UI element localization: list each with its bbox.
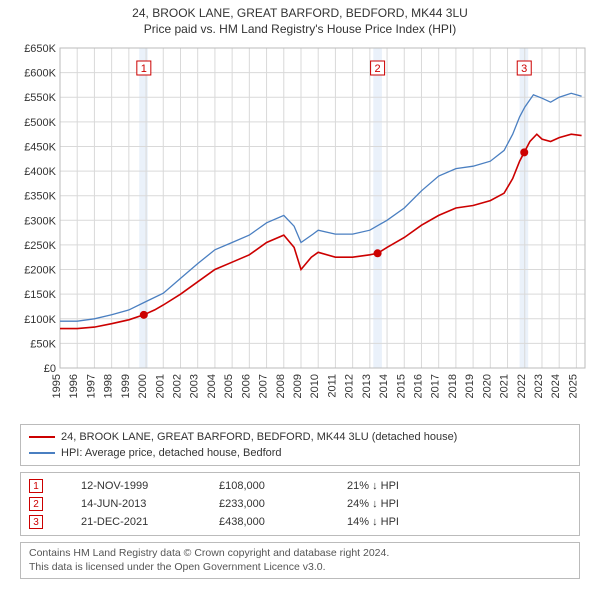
x-tick-label: 2007 <box>258 374 270 398</box>
title-line-2: Price paid vs. HM Land Registry's House … <box>0 22 600 36</box>
x-tick-label: 2001 <box>154 374 166 398</box>
event-marker-number: 3 <box>521 63 527 75</box>
event-marker-number: 2 <box>375 63 381 75</box>
y-tick-label: £250K <box>24 240 56 252</box>
x-tick-label: 2006 <box>240 374 252 398</box>
legend: 24, BROOK LANE, GREAT BARFORD, BEDFORD, … <box>20 424 580 466</box>
x-tick-label: 2022 <box>516 374 528 398</box>
x-tick-label: 2014 <box>378 374 390 398</box>
x-tick-label: 2019 <box>464 374 476 398</box>
legend-item: 24, BROOK LANE, GREAT BARFORD, BEDFORD, … <box>29 429 571 445</box>
legend-label: 24, BROOK LANE, GREAT BARFORD, BEDFORD, … <box>61 431 457 443</box>
chart-area: £0 £50K £100K £150K £200K £250K £300K £350K £400… <box>10 38 590 418</box>
event-diff: 21% ↓ HPI <box>347 480 437 492</box>
x-tick-label: 2000 <box>137 374 149 398</box>
x-tick-label: 2008 <box>275 374 287 398</box>
x-tick-label: 2016 <box>412 374 424 398</box>
event-row: 3 21-DEC-2021 £438,000 14% ↓ HPI <box>29 513 571 531</box>
y-tick-label: £600K <box>24 68 56 80</box>
y-tick-label: £550K <box>24 92 56 104</box>
x-tick-label: 2025 <box>567 374 579 398</box>
event-row: 2 14-JUN-2013 £233,000 24% ↓ HPI <box>29 495 571 513</box>
event-price: £438,000 <box>219 516 319 528</box>
x-tick-label: 2024 <box>550 374 562 398</box>
event-marker-dot <box>374 249 382 257</box>
event-band <box>373 48 382 368</box>
x-tick-label: 1998 <box>103 374 115 398</box>
y-tick-label: £450K <box>24 141 56 153</box>
event-band <box>520 48 529 368</box>
y-tick-label: £300K <box>24 215 56 227</box>
event-diff: 24% ↓ HPI <box>347 498 437 510</box>
event-date: 12-NOV-1999 <box>81 480 191 492</box>
attribution-line-1: Contains HM Land Registry data © Crown c… <box>29 547 571 561</box>
x-tick-label: 2021 <box>499 374 511 398</box>
x-tick-label: 2020 <box>481 374 493 398</box>
event-number-box: 1 <box>29 479 43 493</box>
x-tick-label: 2013 <box>361 374 373 398</box>
y-tick-label: £50K <box>30 338 56 350</box>
attribution: Contains HM Land Registry data © Crown c… <box>20 542 580 579</box>
x-tick-label: 2023 <box>533 374 545 398</box>
x-tick-label: 2011 <box>326 374 338 398</box>
events-table: 1 12-NOV-1999 £108,000 21% ↓ HPI 2 14-JUN-201… <box>20 472 580 536</box>
y-tick-label: £350K <box>24 191 56 203</box>
x-tick-label: 1996 <box>68 374 80 398</box>
event-marker-dot <box>520 148 528 156</box>
x-tick-label: 2004 <box>206 374 218 398</box>
event-marker-dot <box>140 311 148 319</box>
y-tick-label: £500K <box>24 117 56 129</box>
x-tick-label: 1997 <box>85 374 97 398</box>
event-marker-number: 1 <box>141 63 147 75</box>
y-tick-label: £0 <box>44 363 56 375</box>
x-tick-label: 2003 <box>189 374 201 398</box>
event-number-box: 3 <box>29 515 43 529</box>
attribution-line-2: This data is licensed under the Open Gov… <box>29 561 571 575</box>
title-line-1: 24, BROOK LANE, GREAT BARFORD, BEDFORD, … <box>0 6 600 20</box>
x-tick-label: 2010 <box>309 374 321 398</box>
event-date: 14-JUN-2013 <box>81 498 191 510</box>
legend-label: HPI: Average price, detached house, Bedf… <box>61 447 282 459</box>
y-tick-label: £400K <box>24 166 56 178</box>
x-tick-label: 2002 <box>171 374 183 398</box>
y-tick-label: £100K <box>24 314 56 326</box>
event-price: £108,000 <box>219 480 319 492</box>
event-date: 21-DEC-2021 <box>81 516 191 528</box>
x-tick-label: 2009 <box>292 374 304 398</box>
x-tick-label: 2015 <box>395 374 407 398</box>
event-row: 1 12-NOV-1999 £108,000 21% ↓ HPI <box>29 477 571 495</box>
x-tick-label: 2018 <box>447 374 459 398</box>
x-tick-label: 1995 <box>51 374 63 398</box>
x-tick-label: 2017 <box>430 374 442 398</box>
x-tick-label: 2005 <box>223 374 235 398</box>
y-tick-label: £200K <box>24 265 56 277</box>
legend-swatch <box>29 436 55 438</box>
legend-item: HPI: Average price, detached house, Bedf… <box>29 445 571 461</box>
x-tick-label: 2012 <box>344 374 356 398</box>
event-diff: 14% ↓ HPI <box>347 516 437 528</box>
event-price: £233,000 <box>219 498 319 510</box>
chart-svg: £0 £50K £100K £150K £200K £250K £300K £350K £400… <box>10 38 590 418</box>
y-tick-label: £150K <box>24 289 56 301</box>
y-tick-label: £650K <box>24 43 56 55</box>
legend-swatch <box>29 452 55 454</box>
event-number-box: 2 <box>29 497 43 511</box>
x-tick-label: 1999 <box>120 374 132 398</box>
